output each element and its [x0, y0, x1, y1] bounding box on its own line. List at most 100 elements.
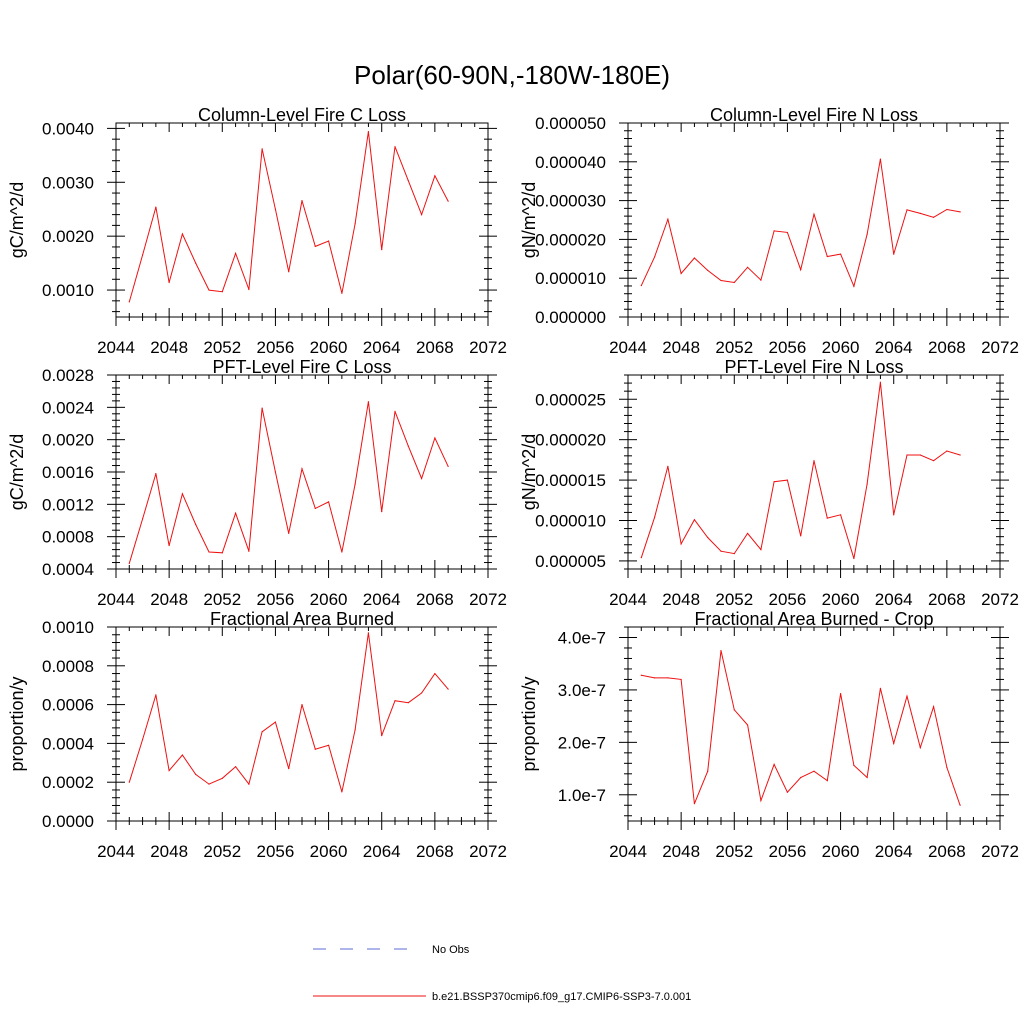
data-point [261, 731, 263, 733]
data-point [906, 209, 908, 211]
y-tick-label: 0.000020 [535, 230, 606, 249]
y-axis-label: proportion/y [7, 676, 27, 771]
data-point [720, 649, 722, 652]
data-point [959, 454, 961, 456]
x-tick-label: 2064 [363, 590, 401, 609]
data-point [893, 253, 895, 255]
data-point [341, 791, 343, 793]
x-tick-label: 2048 [662, 338, 700, 357]
data-point [866, 483, 868, 485]
y-tick-label: 0.0020 [42, 431, 94, 450]
data-point [394, 410, 396, 412]
data-point [946, 766, 948, 769]
x-tick-label: 2072 [981, 590, 1019, 609]
data-point [653, 256, 656, 258]
data-point [786, 231, 789, 234]
chart-panel-5: Fractional Area Burned proportion/y 2044 20… [7, 609, 507, 861]
data-point [839, 514, 842, 516]
plot-frame [115, 122, 489, 318]
x-tick-label: 2072 [981, 842, 1019, 861]
data-point [367, 632, 370, 634]
x-tick-label: 2048 [662, 842, 700, 861]
chart-title: Column-Level Fire N Loss [710, 105, 918, 125]
data-point [301, 468, 303, 470]
data-point [760, 799, 762, 802]
data-point [746, 724, 749, 726]
data-point [434, 175, 436, 177]
data-point [839, 692, 842, 695]
data-point [853, 557, 855, 560]
data-point [773, 481, 775, 483]
legend: No Obs b.e21.BSSP370cmip6.f09_g17.CMIP6-… [313, 944, 691, 1003]
data-point [813, 213, 815, 215]
plot-frame [115, 374, 489, 570]
data-point [381, 735, 383, 737]
data-point [893, 742, 895, 745]
data-point [407, 445, 409, 447]
plot-frame [627, 626, 1001, 822]
x-tick-label: 2052 [203, 590, 241, 609]
data-point [932, 460, 935, 462]
plot-frame [115, 626, 489, 822]
plot-frame [627, 122, 1001, 318]
data-point [301, 200, 303, 202]
x-tick-label: 2068 [928, 338, 966, 357]
data-point [680, 272, 682, 275]
data-point [826, 780, 828, 782]
legend-obs-label: No Obs [432, 944, 470, 956]
y-tick-label: 0.0000 [42, 812, 94, 831]
data-point [813, 770, 815, 772]
y-tick-label: 0.0028 [42, 366, 94, 385]
chart-title: PFT-Level Fire N Loss [724, 357, 903, 377]
y-tick-label: 0.0030 [42, 173, 94, 192]
data-point [800, 269, 802, 271]
data-point [221, 552, 223, 554]
y-tick-label: 0.000040 [535, 153, 606, 172]
y-tick-label: 0.0024 [42, 398, 94, 417]
x-tick-label: 2064 [875, 338, 913, 357]
x-tick-label: 2056 [257, 590, 295, 609]
data-point [394, 146, 396, 148]
panels: Column-Level Fire C Loss gC/m^2/d 2044 2048… [7, 105, 1019, 861]
data-point [141, 738, 144, 741]
data-point [447, 688, 449, 690]
y-tick-label: 0.000020 [535, 431, 606, 450]
x-tick-label: 2072 [469, 590, 507, 609]
y-axis-label: gC/m^2/d [7, 434, 27, 510]
chart-panel-3: PFT-Level Fire C Loss gC/m^2/d 2044 2048 205… [7, 357, 507, 609]
data-point [181, 493, 184, 495]
chart-title: Fractional Area Burned [210, 609, 394, 629]
y-tick-label: 0.0012 [42, 495, 94, 514]
data-point [314, 245, 316, 248]
data-point [234, 252, 237, 255]
y-tick-label: 0.000010 [535, 512, 606, 531]
x-tick-label: 2044 [97, 590, 135, 609]
data-point [354, 223, 356, 225]
x-tick-label: 2072 [469, 338, 507, 357]
data-point [434, 437, 436, 439]
series-line [128, 131, 449, 303]
data-point [168, 281, 170, 284]
x-tick-label: 2052 [715, 842, 753, 861]
x-tick-label: 2056 [769, 590, 807, 609]
series-line [640, 382, 961, 559]
data-point [733, 281, 735, 284]
data-point [959, 804, 961, 806]
x-tick-label: 2060 [822, 338, 860, 357]
data-point [640, 557, 642, 559]
data-point [248, 550, 250, 552]
data-point [248, 783, 250, 785]
data-point [420, 214, 423, 216]
data-point [760, 549, 762, 551]
data-point [826, 255, 828, 258]
series-line [640, 159, 961, 288]
y-tick-label: 2.0e-7 [558, 733, 606, 752]
data-point [261, 407, 263, 409]
x-tick-label: 2044 [97, 338, 135, 357]
x-tick-label: 2044 [609, 338, 647, 357]
data-point [773, 230, 775, 232]
data-point [733, 553, 735, 555]
data-point [367, 401, 370, 403]
data-point [141, 518, 144, 520]
x-tick-label: 2052 [203, 338, 241, 357]
